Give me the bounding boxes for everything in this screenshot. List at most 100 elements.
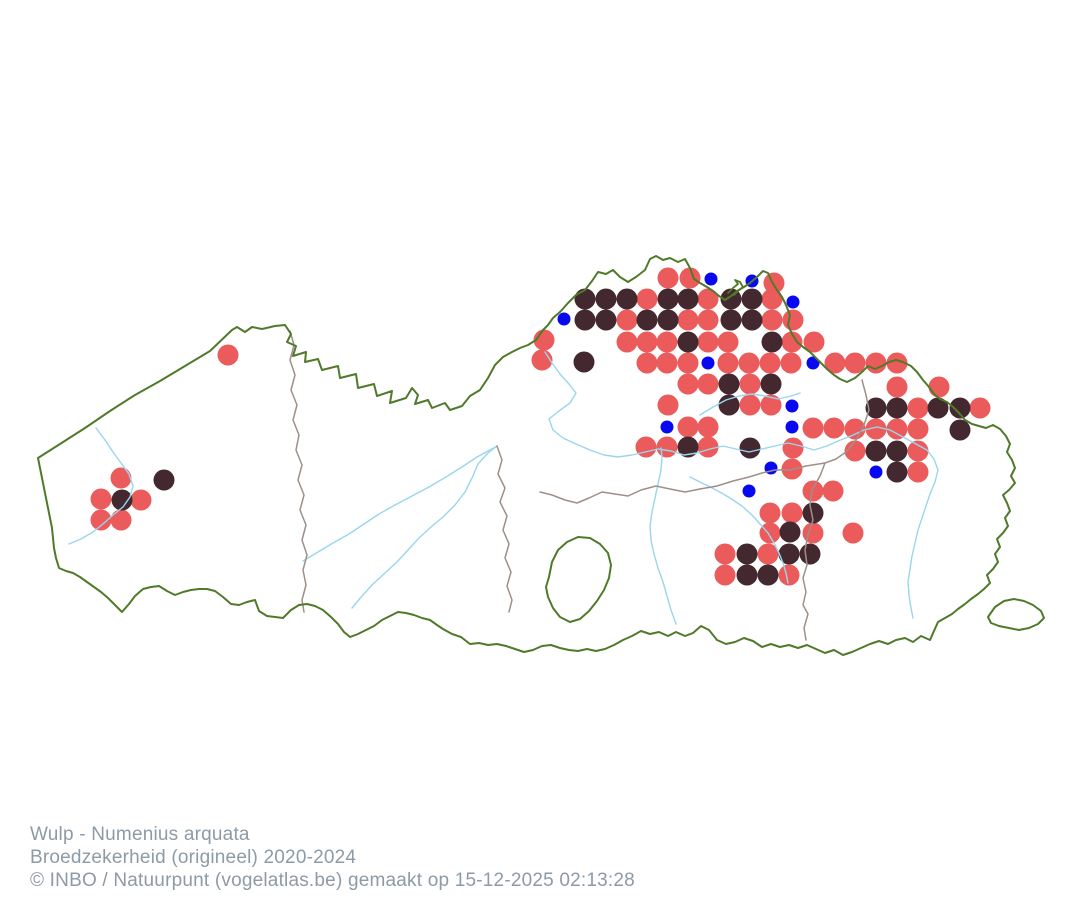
river-line xyxy=(302,445,498,562)
flanders-border xyxy=(37,255,1016,656)
observation-dot-dark xyxy=(573,351,595,373)
observation-dot-dark xyxy=(739,437,761,459)
observation-dot-red xyxy=(824,352,846,374)
observation-dot-dark xyxy=(949,419,971,441)
observation-dot-red xyxy=(844,352,866,374)
observation-dot-red xyxy=(844,418,866,440)
observation-dot-dark xyxy=(886,461,908,483)
observation-dot-red xyxy=(803,331,825,353)
observation-dot-dark xyxy=(677,288,699,310)
observation-dot-red xyxy=(677,352,699,374)
observation-dot-red xyxy=(677,373,699,395)
copyright-line: © INBO / Natuurpunt (vogelatlas.be) gema… xyxy=(30,870,635,891)
observation-dot-red xyxy=(865,418,887,440)
observation-dot-dark xyxy=(802,502,824,524)
observation-dot-red xyxy=(656,352,678,374)
observation-dot-dark xyxy=(657,309,679,331)
observation-dot-red xyxy=(781,331,803,353)
observation-dot-red xyxy=(697,331,719,353)
observation-dot-red xyxy=(616,331,638,353)
observation-dot-red xyxy=(636,288,658,310)
observation-dot-red xyxy=(763,272,785,294)
observation-dot-red xyxy=(907,397,929,419)
observation-dot-red xyxy=(714,564,736,586)
observation-dot-red xyxy=(677,416,699,438)
map-caption: Wulp - Numenius arquata Broedzekerheid (… xyxy=(30,823,635,892)
observation-dot-red xyxy=(802,522,824,544)
observation-dot-dark xyxy=(657,288,679,310)
observation-dot-dark xyxy=(865,397,887,419)
observation-dot-dark xyxy=(677,331,699,353)
observation-dot-red xyxy=(110,509,132,531)
observation-dot-dark xyxy=(761,331,783,353)
observation-dot-red xyxy=(130,489,152,511)
river-line xyxy=(68,427,134,545)
observation-dot-red xyxy=(90,488,112,510)
observation-dot-red xyxy=(778,564,800,586)
observation-dot-red xyxy=(842,522,864,544)
province-border xyxy=(539,462,826,504)
observation-dot-red xyxy=(928,376,950,398)
observation-dot-dark xyxy=(778,543,800,565)
observation-dot-dark xyxy=(760,373,782,395)
province-border xyxy=(289,330,308,613)
observation-dot-red xyxy=(636,331,658,353)
observation-dot-red xyxy=(636,352,658,374)
observation-dot-dark xyxy=(595,288,617,310)
observation-dot-dark xyxy=(779,521,801,543)
observation-dot-red xyxy=(738,352,760,374)
observation-dot-dark xyxy=(799,543,821,565)
observation-dot-red xyxy=(739,373,761,395)
observation-dot-dark xyxy=(153,469,175,491)
observation-dot-dark xyxy=(574,309,596,331)
observation-dot-red xyxy=(886,352,908,374)
observation-dot-red xyxy=(759,502,781,524)
observation-dot-red xyxy=(781,502,803,524)
observation-dot-red xyxy=(822,480,844,502)
observation-dot-red xyxy=(656,436,678,458)
observation-dot-red xyxy=(886,376,908,398)
observation-dot-dark xyxy=(720,309,742,331)
observation-dot-red xyxy=(865,352,887,374)
brussels-enclave-border xyxy=(545,536,612,623)
observation-dot-red xyxy=(656,331,678,353)
observation-dot-red xyxy=(907,461,929,483)
observation-dot-red xyxy=(969,397,991,419)
observation-dot-blue xyxy=(660,420,674,434)
observation-dot-dark xyxy=(865,440,887,462)
observation-dot-blue xyxy=(785,420,799,434)
river-line xyxy=(544,351,839,458)
observation-dot-red xyxy=(657,394,679,416)
map-subtitle: Broedzekerheid (origineel) 2020-2024 xyxy=(30,847,357,868)
observation-dot-red xyxy=(217,344,239,366)
observation-dot-red xyxy=(759,352,781,374)
observation-dot-red xyxy=(907,440,929,462)
observation-dot-red xyxy=(697,416,719,438)
observation-dot-dark xyxy=(949,397,971,419)
observation-dot-red xyxy=(886,418,908,440)
observation-dot-red xyxy=(697,288,719,310)
observation-dot-red xyxy=(616,309,638,331)
observation-dot-red xyxy=(761,288,783,310)
river-line xyxy=(837,426,939,619)
observation-dot-red xyxy=(677,309,699,331)
observation-dot-blue xyxy=(786,295,800,309)
observation-dot-red xyxy=(802,417,824,439)
voeren-enclave-border xyxy=(987,598,1045,631)
observation-dot-red xyxy=(657,267,679,289)
observation-dot-red xyxy=(697,373,719,395)
observation-dot-red xyxy=(714,543,736,565)
observation-dot-red xyxy=(110,467,132,489)
observation-dot-dark xyxy=(886,440,908,462)
observation-dot-red xyxy=(697,436,719,458)
observation-dot-dark xyxy=(574,288,596,310)
observation-dot-blue xyxy=(869,465,883,479)
observation-dot-red xyxy=(679,267,701,289)
observation-dot-red xyxy=(761,309,783,331)
observation-dot-dark xyxy=(616,288,638,310)
observation-dot-dark xyxy=(741,309,763,331)
observation-dot-dark xyxy=(718,394,740,416)
species-title: Wulp - Numenius arquata xyxy=(30,824,250,845)
baarle-enclave-border xyxy=(727,279,744,296)
